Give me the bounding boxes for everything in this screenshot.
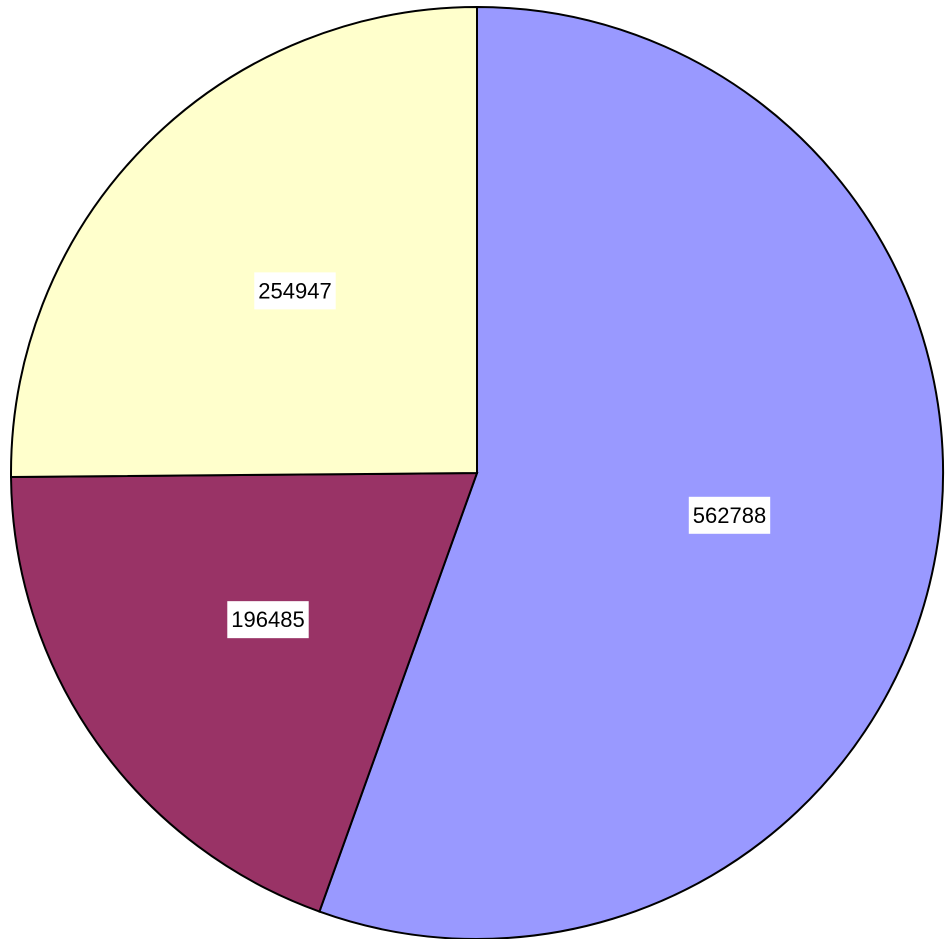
data-label: 254947 bbox=[258, 278, 331, 303]
data-label-background bbox=[688, 496, 771, 534]
pie-slice bbox=[318, 5, 945, 939]
data-label: 196485 bbox=[231, 607, 304, 632]
pie-slice bbox=[10, 5, 478, 479]
pie-slice bbox=[10, 471, 479, 913]
data-label-background bbox=[227, 601, 309, 639]
data-label-background bbox=[254, 272, 336, 310]
data-label: 562788 bbox=[693, 503, 766, 528]
